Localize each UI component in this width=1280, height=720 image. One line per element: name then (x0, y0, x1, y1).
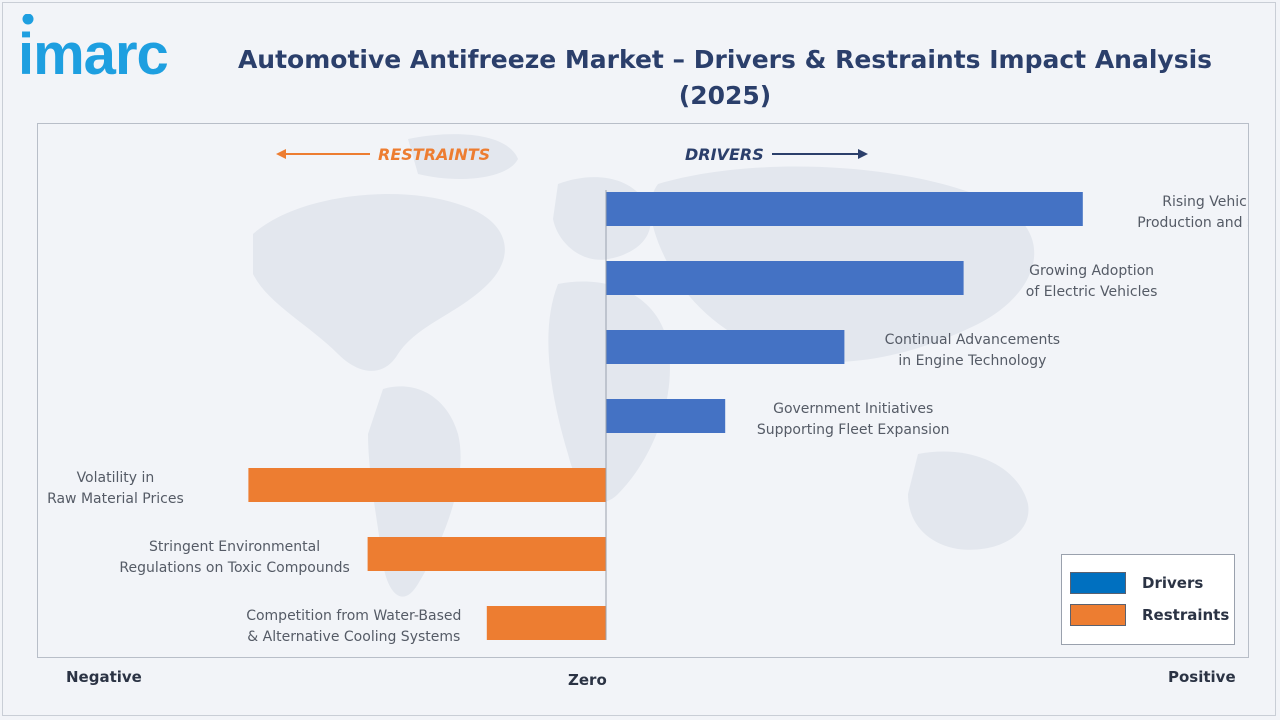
bar-label-line: in Engine Technology (898, 353, 1046, 369)
bar-label-3: Continual Advancements in Engine Technolo… (885, 332, 1060, 369)
bar-restraint-6 (367, 537, 606, 571)
bar-driver-2 (606, 261, 964, 295)
bar-label-line: Supporting Fleet Expansion (757, 422, 950, 438)
direction-indicators: RESTRAINTS DRIVERS (276, 145, 868, 164)
bar-label-line: of Electric Vehicles (1026, 284, 1158, 300)
bar-label-line: Raw Material Prices (47, 491, 184, 507)
bar-label-line: Rising Vehicle (1162, 194, 1248, 210)
legend-swatch-restraints (1070, 604, 1126, 626)
bar-label-line: Competition from Water-Based (246, 608, 461, 624)
bar-driver-3 (606, 330, 845, 364)
bar-label-line: & Alternative Cooling Systems (247, 629, 460, 645)
bar-label-1: Rising Vehicle Production and Sales (1137, 194, 1248, 231)
legend-swatch-drivers (1070, 572, 1126, 594)
svg-text:imarc: imarc (18, 22, 168, 84)
bar-restraint-7 (486, 606, 606, 640)
axis-label-positive: Positive (1168, 668, 1236, 686)
chart-svg: RESTRAINTS DRIVERS Rising Vehicle Product… (47, 134, 1248, 645)
legend-label-restraints: Restraints (1142, 606, 1230, 624)
bar-labels-layer: Rising Vehicle Production and Sales Growin… (47, 194, 1248, 645)
bar-label-line: Growing Adoption (1029, 263, 1154, 279)
bar-label-4: Government Initiatives Supporting Fleet E… (757, 401, 950, 438)
plot-area: RESTRAINTS DRIVERS Rising Vehicle Product… (37, 123, 1249, 658)
bar-label-line: Continual Advancements (885, 332, 1060, 348)
imarc-logo: imarc (18, 13, 208, 87)
bar-label-5: Volatility in Raw Material Prices (47, 470, 184, 507)
bars-layer (248, 192, 1083, 640)
legend: Drivers Restraints (1061, 554, 1235, 645)
bar-label-2: Growing Adoption of Electric Vehicles (1026, 263, 1158, 300)
bar-label-line: Government Initiatives (773, 401, 933, 417)
chart-title: Automotive Antifreeze Market – Drivers &… (237, 45, 1213, 110)
bar-driver-4 (606, 399, 726, 433)
bar-label-line: Production and Sales (1137, 215, 1248, 231)
legend-item-drivers: Drivers (1070, 571, 1203, 595)
bar-driver-1 (606, 192, 1083, 226)
bar-label-7: Competition from Water-Based & Alternativ… (246, 608, 461, 645)
restraints-direction-label: RESTRAINTS (378, 145, 490, 164)
bar-label-6: Stringent Environmental Regulations on To… (119, 539, 349, 576)
axis-label-negative: Negative (66, 668, 142, 686)
bar-label-line: Volatility in (77, 470, 155, 486)
drivers-direction-label: DRIVERS (685, 145, 764, 164)
bar-label-line: Stringent Environmental (149, 539, 320, 555)
legend-label-drivers: Drivers (1142, 574, 1204, 592)
bar-restraint-5 (248, 468, 606, 502)
bar-label-line: Regulations on Toxic Compounds (119, 560, 349, 576)
legend-item-restraints: Restraints (1070, 603, 1229, 627)
axis-label-zero: Zero (568, 671, 607, 689)
